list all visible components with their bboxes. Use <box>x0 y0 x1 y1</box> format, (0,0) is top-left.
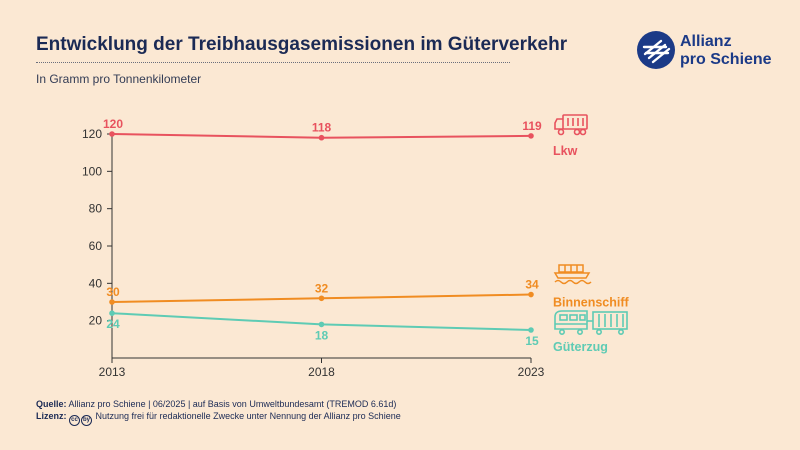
data-point <box>318 134 325 141</box>
series-label-binnenschiff: Binnenschiff <box>553 296 630 310</box>
source-label: Quelle: <box>36 399 67 409</box>
logo-line-2: pro Schiene <box>680 51 772 68</box>
license-text: Nutzung frei für redaktionelle Zwecke un… <box>95 411 401 421</box>
series-label-gueterzug: Güterzug <box>553 340 608 354</box>
ship-icon <box>553 264 592 285</box>
y-tick-label: 80 <box>89 202 103 216</box>
chart-title: Entwicklung der Treibhausgasemissionen i… <box>36 34 568 55</box>
y-tick-label: 100 <box>82 164 102 178</box>
logo-emblem-icon <box>637 31 675 69</box>
data-label: 119 <box>522 119 542 133</box>
y-tick-label: 120 <box>82 127 102 141</box>
data-point <box>318 321 325 328</box>
data-label: 118 <box>312 121 332 135</box>
truck-icon <box>554 114 588 136</box>
data-point <box>528 133 534 139</box>
allianz-pro-schiene-logo: Allianz pro Schiene <box>636 30 776 78</box>
data-point <box>109 131 115 137</box>
series-layer: 120 118 119 Lkw 30 32 34 Binnenschiff 24 18 15 Güte… <box>103 117 630 354</box>
series-lkw: 120 118 119 Lkw <box>103 117 578 158</box>
data-label: 15 <box>525 334 539 348</box>
license-label: Lizenz: <box>36 411 67 421</box>
logo-text: Allianz pro Schiene <box>680 33 772 69</box>
cc-icon: cc <box>69 415 81 426</box>
data-label: 34 <box>525 278 539 292</box>
y-tick-label: 40 <box>89 276 103 290</box>
chart-subtitle: In Gramm pro Tonnenkilometer <box>36 72 202 86</box>
license-line: Lizenz: cc by Nutzung frei für redaktione… <box>36 410 401 426</box>
data-point <box>318 295 325 302</box>
x-tick-label: 2018 <box>308 365 335 379</box>
y-tick-label: 60 <box>89 239 103 253</box>
data-label: 18 <box>315 328 329 342</box>
data-point <box>528 327 534 333</box>
x-axis: 2013 2018 2023 <box>99 357 545 379</box>
title-divider <box>36 62 510 63</box>
series-label-lkw: Lkw <box>553 144 578 158</box>
data-label: 32 <box>315 281 329 295</box>
source-line: Quelle: Allianz pro Schiene | 06/2025 | … <box>36 398 401 410</box>
data-label: 120 <box>103 117 123 131</box>
y-tick-label: 20 <box>89 314 103 328</box>
source-text: Allianz pro Schiene | 06/2025 | auf Basi… <box>68 399 397 409</box>
train-icon <box>554 310 628 335</box>
data-label: 30 <box>106 285 120 299</box>
series-gueterzug: 24 18 15 Güterzug <box>106 310 608 354</box>
x-tick-label: 2023 <box>518 365 545 379</box>
footer: Quelle: Allianz pro Schiene | 06/2025 | … <box>36 398 401 426</box>
y-axis: 20 40 60 80 100 120 <box>82 127 113 358</box>
x-tick-label: 2013 <box>99 365 126 379</box>
series-binnenschiff: 30 32 34 Binnenschiff <box>106 278 629 310</box>
logo-line-1: Allianz <box>680 33 732 50</box>
data-point <box>109 310 115 317</box>
data-point <box>109 299 115 305</box>
data-label: 24 <box>106 317 120 331</box>
data-point <box>528 291 534 298</box>
cc-by-icon: by <box>81 415 93 426</box>
